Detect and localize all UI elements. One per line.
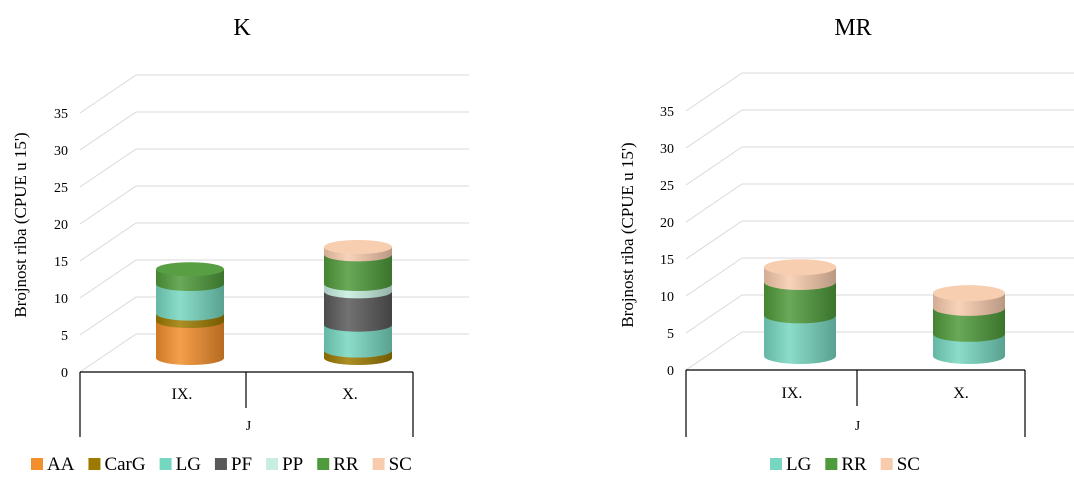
y-axis-title: Brojnost riba (CPUE u 15'): [618, 142, 637, 327]
legend-label: PF: [231, 454, 252, 475]
legend-swatch: [317, 458, 330, 470]
legend-label: LG: [176, 454, 202, 475]
chart-title: K: [233, 15, 251, 41]
gridline-side: [79, 296, 137, 336]
gridline-side: [685, 257, 743, 297]
bars: [764, 259, 1005, 364]
x-tick-label: IX.: [782, 385, 803, 402]
y-tick-label: 35: [54, 107, 68, 122]
legend-swatch: [266, 458, 279, 470]
bar-rr-1: [933, 307, 1005, 342]
y-tick-label: 35: [660, 105, 674, 120]
y-tick-label: 15: [54, 255, 68, 270]
legend-label: SC: [897, 454, 920, 475]
gridlines: [685, 72, 1074, 371]
gridline-side: [79, 333, 137, 373]
bar-rr-0: [764, 282, 836, 324]
y-tick-label: 20: [54, 218, 68, 233]
axis-lines: [79, 371, 414, 437]
gridline-side: [79, 185, 137, 225]
gridline-side: [79, 148, 137, 188]
gridline-side: [685, 294, 743, 334]
gridline-side: [685, 72, 743, 112]
gridline-side: [685, 331, 743, 371]
bar-lg-0: [156, 284, 224, 321]
legend-swatch: [159, 458, 172, 470]
legend-label: LG: [786, 454, 812, 475]
y-tick-labels: 0 5 10 15 20 25 30 35: [660, 105, 674, 379]
y-axis-title: Brojnost riba (CPUE u 15'): [11, 132, 30, 317]
gridline-side: [685, 183, 743, 223]
legend-label: AA: [47, 454, 75, 475]
axis-lines: [685, 369, 1026, 437]
bar-aa-0: [156, 321, 224, 365]
gridline-side: [79, 74, 137, 114]
y-tick-label: 0: [61, 366, 68, 381]
bar-lg-1: [933, 333, 1005, 364]
legend: AA CarG LG PF PP RR SC: [31, 454, 412, 475]
legend-label: PP: [282, 454, 303, 475]
legend-swatch: [770, 458, 782, 470]
y-tick-label: 15: [660, 253, 674, 268]
bar-top-sc-1: [324, 240, 392, 254]
bar-top-rr-0: [156, 262, 224, 277]
x-group-label: J: [246, 419, 252, 434]
gridline-side: [685, 146, 743, 186]
bar-top-sc-1: [933, 285, 1005, 302]
legend-swatch: [880, 458, 893, 470]
chart-title: MR: [834, 15, 871, 41]
y-tick-label: 25: [660, 179, 674, 194]
gridlines: [79, 74, 469, 373]
chart-mr: MR 0 5 10 15 20 25 30 35 Brojnost riba (CPUE u 15…: [618, 15, 1074, 475]
gridline-side: [685, 220, 743, 260]
bar-rr-1: [324, 254, 392, 291]
legend-swatch: [31, 458, 43, 470]
legend: LG RR SC: [770, 454, 920, 475]
gridline-side: [79, 111, 137, 151]
gridline-side: [685, 109, 743, 149]
bar-lg-1: [324, 324, 392, 358]
bar-top-sc-0: [764, 259, 836, 276]
x-tick-label: X.: [953, 385, 969, 402]
bar-pf-1: [324, 291, 392, 332]
y-tick-label: 5: [61, 329, 68, 344]
y-tick-label: 25: [54, 181, 68, 196]
y-tick-label: 10: [54, 292, 68, 307]
y-tick-label: 10: [660, 290, 674, 305]
legend-label: CarG: [104, 454, 145, 475]
y-tick-label: 5: [667, 327, 674, 342]
gridline-side: [79, 259, 137, 299]
legend-label: SC: [389, 454, 412, 475]
y-tick-label: 30: [660, 142, 674, 157]
y-tick-label: 30: [54, 144, 68, 159]
legend-label: RR: [333, 454, 359, 475]
chart-k: K 0 5 10 15 20 25 30 35 Brojnost riba (CPUE u 15'…: [11, 15, 469, 475]
y-tick-labels: 0 5 10 15 20 25 30 35: [54, 107, 68, 381]
y-tick-label: 20: [660, 216, 674, 231]
bars: [156, 240, 392, 365]
bar-lg-0: [764, 315, 836, 364]
legend-label: RR: [841, 454, 867, 475]
y-tick-label: 0: [667, 364, 674, 379]
gridline-side: [79, 222, 137, 262]
legend-swatch: [88, 458, 101, 470]
legend-swatch: [214, 458, 227, 470]
legend-swatch: [372, 458, 385, 470]
legend-swatch: [825, 458, 838, 470]
x-tick-label: IX.: [172, 386, 193, 403]
x-tick-label: X.: [342, 386, 358, 403]
x-group-label: J: [855, 419, 861, 434]
